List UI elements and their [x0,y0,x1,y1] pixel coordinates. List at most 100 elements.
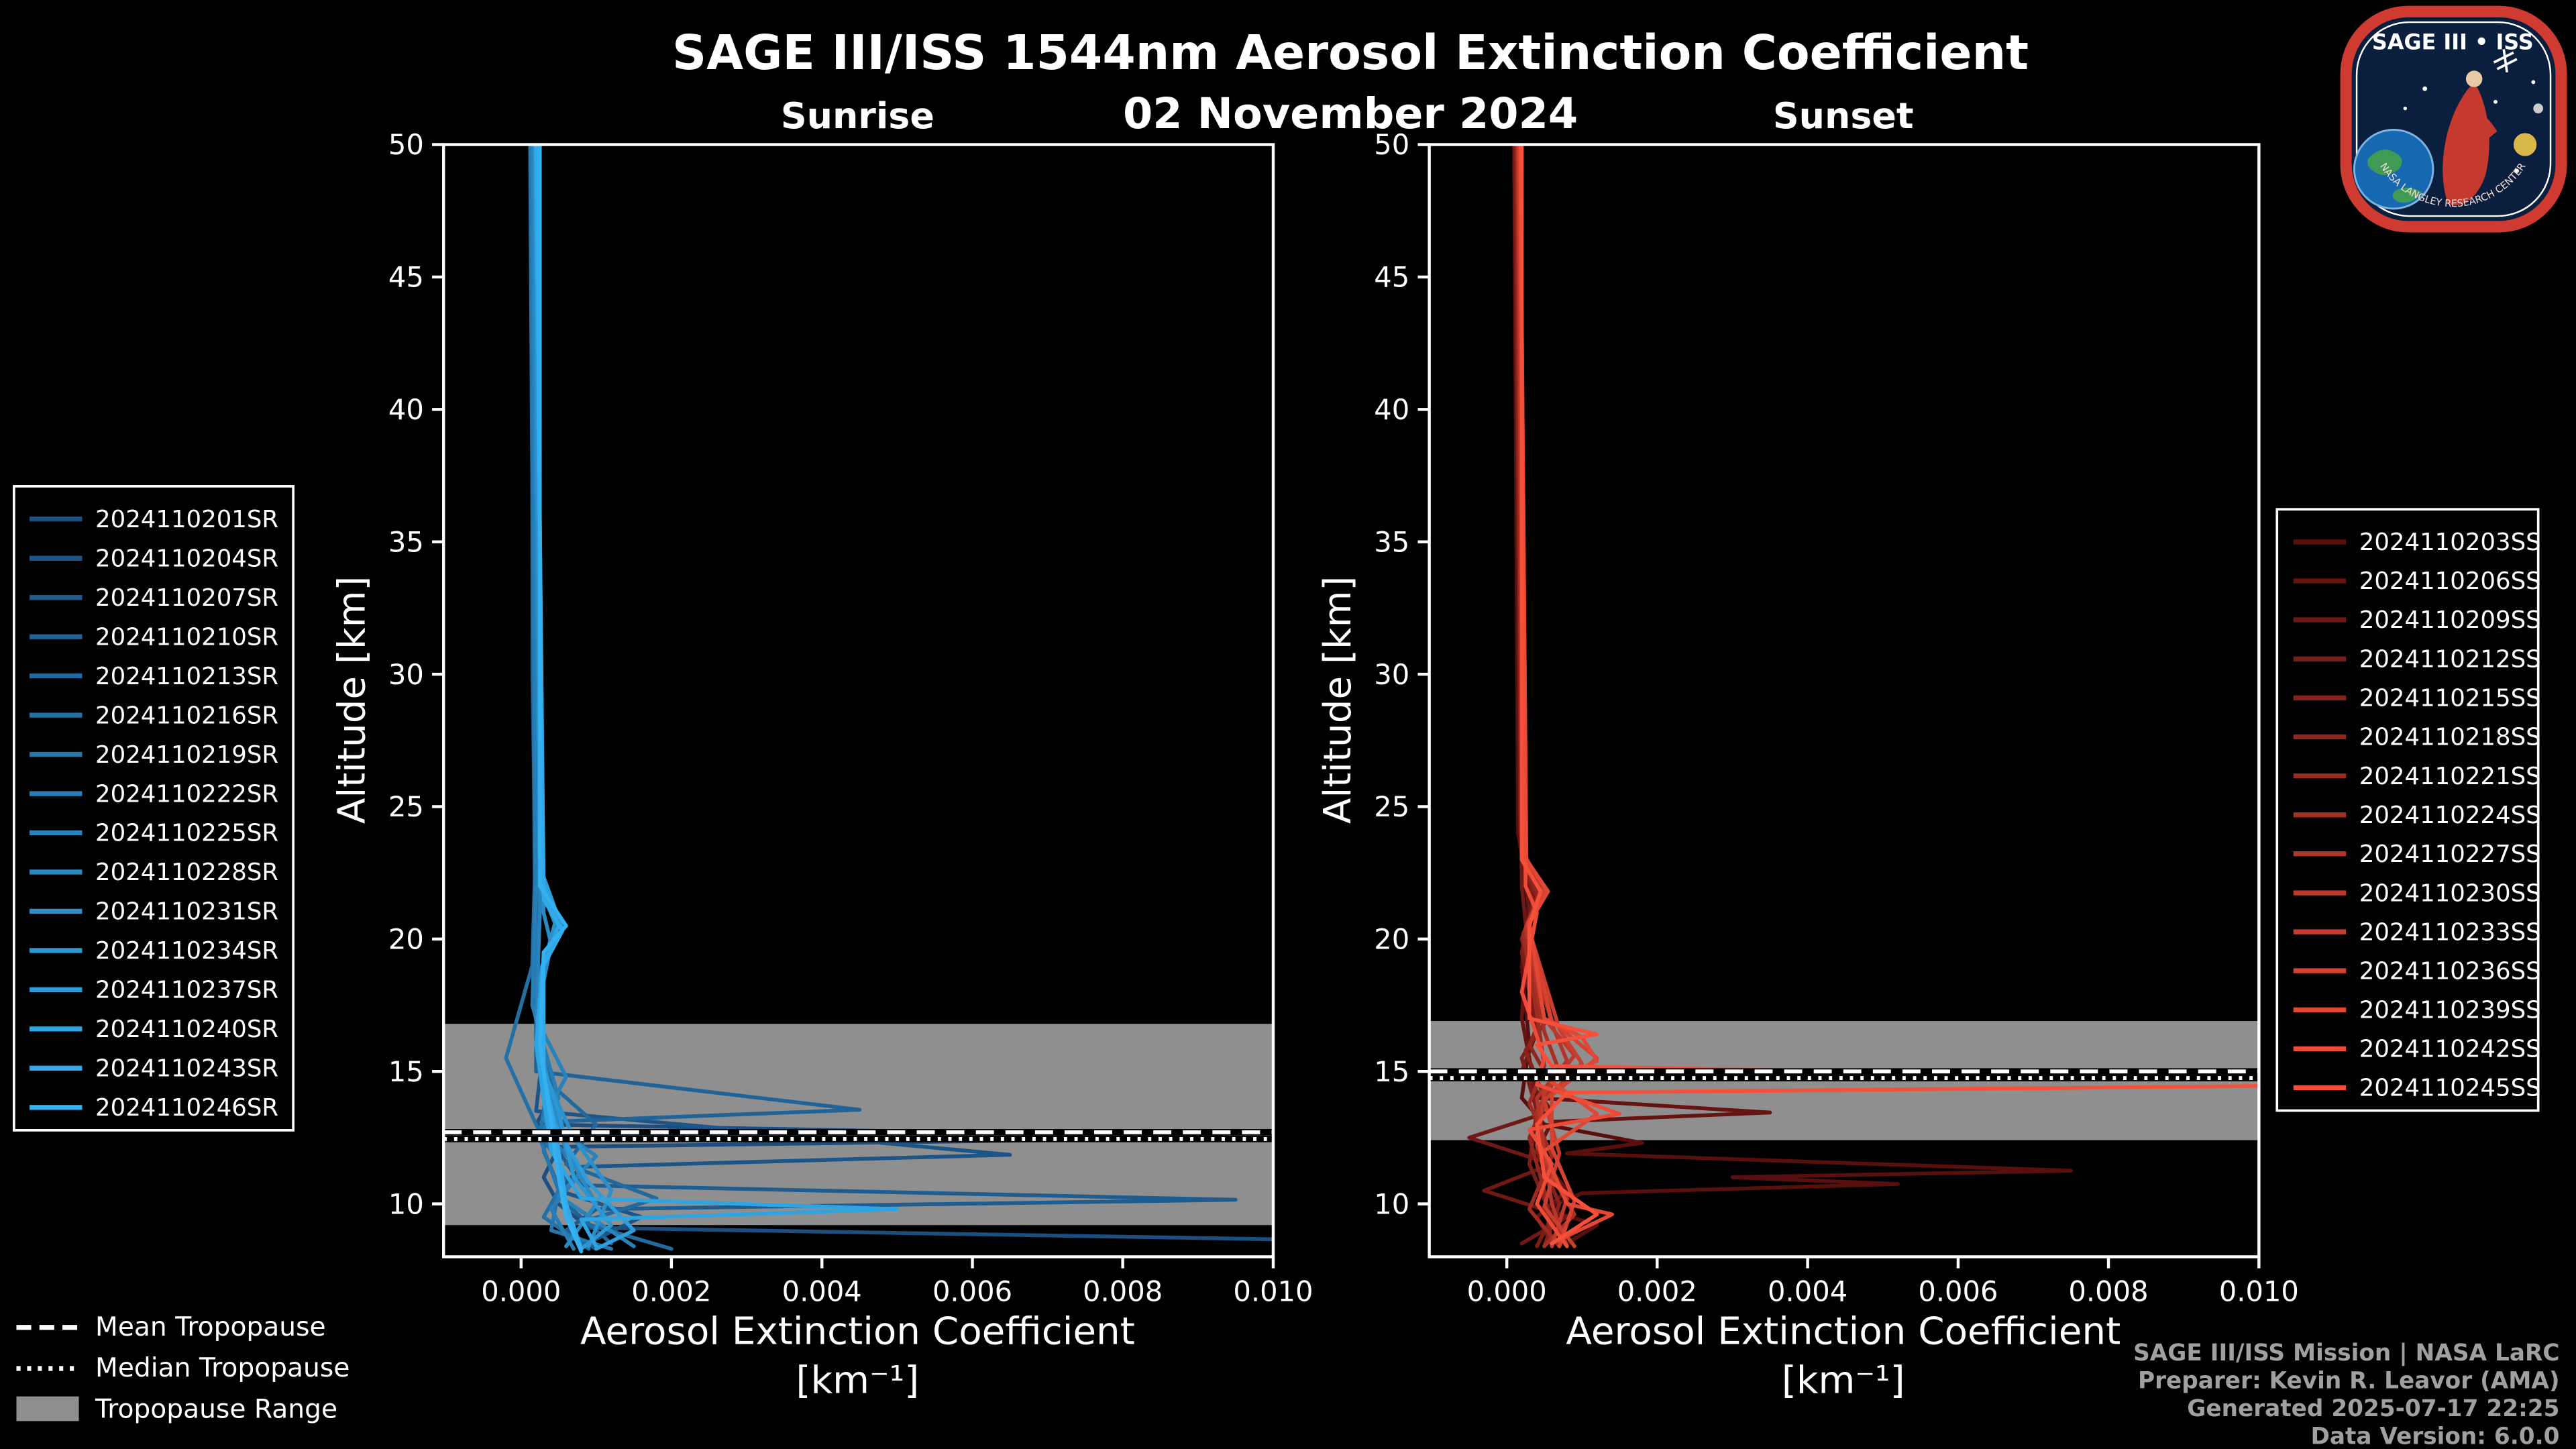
plot-frame [442,143,1275,1258]
y-tick-label: 25 [388,790,424,823]
profile-line-2024110239SS [1518,144,1614,1246]
y-tick-label: 45 [388,261,424,294]
earth-land [2367,150,2402,176]
x-tick-label: 0.008 [2068,1275,2148,1308]
legend-label: 2024110228SR [95,859,278,886]
legend-label: 2024110225SR [95,820,278,847]
x-tick-label: 0.002 [1617,1275,1697,1308]
figure-arm [2465,105,2498,138]
legend-label: 2024110213SR [95,663,278,690]
star-icon [2514,168,2520,173]
y-tick-label: 35 [1374,525,1409,558]
y-tick-label: 20 [1374,923,1409,956]
sunrise-legend: 2024110201SR 2024110204SR 2024110207SR 2024… [12,485,294,1132]
figure-date: 02 November 2024 [1123,89,1578,139]
plot-frame [1428,143,2261,1258]
legend-label: 2024110224SS [2359,802,2541,829]
star-icon [2422,86,2428,91]
y-tick-label: 30 [388,658,424,691]
iss-icon [2493,49,2518,73]
legend-label: 2024110201SR [95,506,278,533]
legend-label: 2024110239SS [2359,997,2541,1024]
legend-label: 2024110219SR [95,741,278,769]
tropopause-legend: Mean Tropopause Median Tropopause Tropop… [16,1312,350,1424]
star-icon [2493,99,2498,104]
legend-label: 2024110231SR [95,898,278,926]
legend-label: 2024110227SS [2359,841,2541,868]
mission-patch-logo: SAGE III • ISS NASA LANGLEY RESEARCH CEN… [2340,5,2567,233]
legend-label: 2024110218SS [2359,724,2541,751]
y-tick-label: 35 [388,525,424,558]
legend-label: 2024110233SS [2359,918,2541,946]
figure-title: SAGE III/ISS 1544nm Aerosol Extinction C… [672,25,2029,80]
legend-label: 2024110242SS [2359,1036,2541,1063]
x-tick-label: 0.000 [1467,1275,1547,1308]
credit-version: Data Version: 6.0.0 [2310,1424,2559,1449]
earth-land [2392,187,2422,203]
legend-box [12,485,294,1132]
y-tick-label: 10 [388,1187,424,1220]
y-tick-label: 40 [1374,393,1409,426]
x-tick-label: 0.010 [1233,1275,1313,1308]
x-tick-label: 0.010 [2219,1275,2299,1308]
star-icon [2403,106,2407,111]
x-tick-label: 0.002 [631,1275,711,1308]
sunset-panel-title: Sunset [1773,95,1914,137]
legend-label: 2024110222SR [95,780,278,808]
sunrise-plot: 0.000 0.002 0.004 0.006 0.008 0.010 10 15 20 25 30… [388,128,1313,1307]
y-tick-label: 25 [1374,790,1409,823]
x-tick-label: 0.006 [1918,1275,1998,1308]
profile-line-2024110243SR [534,144,584,1251]
legend-label: 2024110207SR [95,584,278,612]
y-tick-label: 45 [1374,261,1409,294]
legend-label: 2024110243SR [95,1055,278,1083]
legend-label: 2024110246SR [95,1094,278,1122]
legend-label: 2024110221SS [2359,763,2541,790]
credit-mission: SAGE III/ISS Mission | NASA LaRC [2133,1340,2559,1366]
sunrise-xlabel: Aerosol Extinction Coefficient [580,1309,1135,1353]
y-tick-label: 15 [1374,1055,1409,1088]
legend-label: 2024110230SS [2359,879,2541,907]
mean-tropopause-label: Mean Tropopause [95,1312,326,1342]
logo-inner-ring [2355,21,2552,217]
sunrise-xlabel-units: [km⁻¹] [796,1359,920,1403]
y-tick-label: 30 [1374,658,1409,691]
profile-line-2024110245SS [1519,144,2259,1246]
sunrise-panel-title: Sunrise [781,95,934,137]
legend-label: 2024110234SR [95,937,278,965]
legend-label: 2024110206SS [2359,568,2541,595]
legend-label: 2024110215SS [2359,685,2541,712]
tropopause-range-sample [16,1396,79,1421]
legend-label: 2024110236SS [2359,957,2541,985]
legend-label: 2024110216SR [95,702,278,729]
x-tick-label: 0.008 [1083,1275,1163,1308]
credit-generated: Generated 2025-07-17 22:25 [2187,1395,2559,1422]
legend-label: 2024110212SS [2359,646,2541,674]
sunset-ylabel: Altitude [km] [1316,576,1360,824]
x-tick-label: 0.004 [1768,1275,1847,1308]
sunset-legend: 2024110203SS 2024110206SS 2024110209SS 2024… [2275,508,2541,1112]
sunset-xlabel: Aerosol Extinction Coefficient [1566,1309,2121,1353]
planet-icon [2533,103,2544,113]
y-tick-label: 50 [388,128,424,161]
legend-label: 2024110210SR [95,623,278,651]
sunset-plot: 0.000 0.002 0.004 0.006 0.008 0.010 10 15 20 25 30… [1374,128,2299,1307]
figure-head [2465,70,2483,87]
legend-label: 2024110204SR [95,545,278,572]
legend-label: 2024110240SR [95,1016,278,1043]
x-tick-label: 0.004 [782,1275,862,1308]
sunset-xlabel-units: [km⁻¹] [1782,1359,1905,1403]
y-tick-label: 40 [388,393,424,426]
x-tick-label: 0.006 [932,1275,1012,1308]
y-tick-label: 10 [1374,1187,1409,1220]
legend-label: 2024110203SS [2359,529,2541,556]
moon-icon [2513,133,2537,156]
tropopause-range-label: Tropopause Range [95,1394,337,1424]
legend-label: 2024110209SS [2359,606,2541,634]
profile-line-2024110246SR [537,144,584,1254]
sunrise-ylabel: Altitude [km] [331,576,374,824]
median-tropopause-label: Median Tropopause [95,1353,350,1383]
x-tick-label: 0.000 [481,1275,561,1308]
star-icon [2531,80,2536,85]
